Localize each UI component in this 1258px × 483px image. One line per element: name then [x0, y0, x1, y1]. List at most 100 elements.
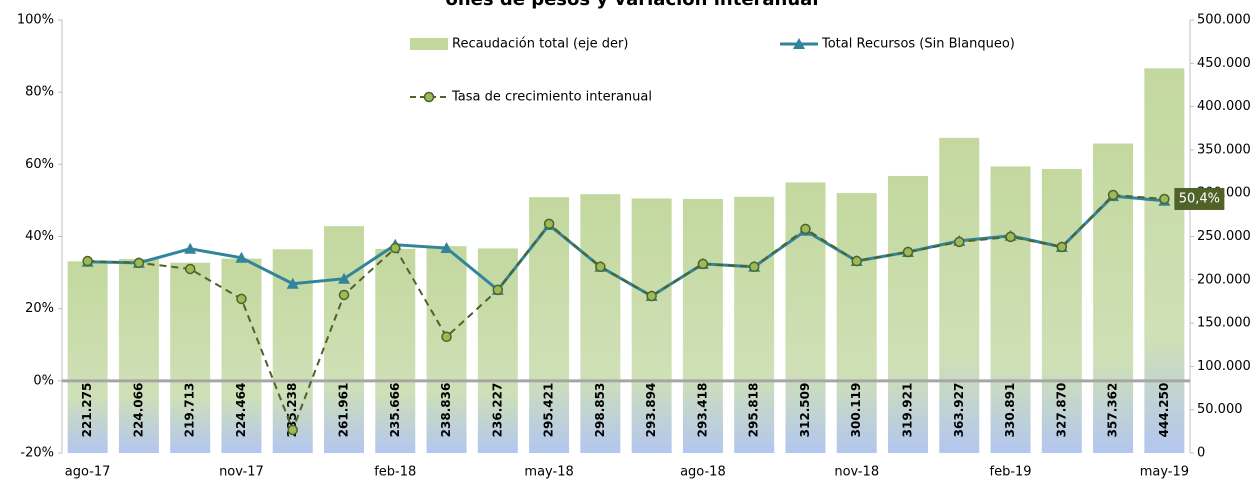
y-tick-label: -20%	[20, 446, 54, 461]
y-tick-label: 100%	[17, 13, 54, 28]
y-tick-label: 80%	[25, 85, 54, 100]
bar-value-label: 224.066	[131, 383, 145, 438]
marker	[390, 242, 401, 254]
y2-tick-label: 50.000	[1197, 402, 1243, 417]
bar-value-label: 357.362	[1106, 383, 1120, 438]
bar-value-label: 261.961	[337, 383, 351, 438]
y2-tick-label: 0	[1197, 446, 1205, 461]
bar-value-label: 224.464	[234, 383, 248, 438]
marker	[748, 261, 760, 273]
bar	[426, 246, 467, 453]
bar	[118, 258, 159, 453]
marker	[697, 258, 709, 270]
marker	[441, 331, 452, 343]
x-tick-label: ago-17	[65, 465, 111, 480]
legend-marker	[423, 91, 435, 103]
bar-value-label: 327.870	[1054, 383, 1068, 438]
bar-value-label: 236.227	[490, 383, 504, 438]
marker	[954, 236, 965, 248]
bar-value-label: 293.418	[695, 383, 709, 438]
marker	[1159, 193, 1170, 205]
marker	[133, 257, 145, 269]
y2-tick-label: 250.000	[1197, 229, 1251, 244]
bar-value-label: 300.119	[849, 383, 863, 438]
marker	[492, 284, 504, 296]
legend-label: Recaudación total (eje der)	[452, 37, 628, 52]
chart-title: ones de pesos y variación interanual	[445, 0, 818, 10]
y-tick-label: 60%	[25, 157, 54, 172]
y2-tick-label: 200.000	[1197, 272, 1251, 287]
marker	[902, 246, 914, 258]
bar	[1041, 169, 1082, 453]
bar	[631, 198, 672, 453]
data-label-box	[1174, 187, 1225, 210]
y2-tick-label: 500.000	[1197, 13, 1251, 28]
bar	[324, 226, 364, 453]
legend-label: Total Recursos (Sin Blanqueo)	[821, 37, 1015, 52]
bar-value-label: 235.666	[388, 383, 402, 438]
bar-value-label: 295.421	[542, 383, 556, 438]
bar	[734, 196, 775, 454]
legend-swatch	[410, 38, 448, 50]
bar	[836, 193, 877, 454]
x-tick-label: feb-18	[374, 465, 416, 480]
x-tick-label: may-19	[1140, 465, 1189, 480]
bar-value-label: 219.713	[183, 383, 197, 438]
bar-value-label: 363.927	[952, 383, 966, 438]
y-tick-label: 0%	[33, 373, 54, 388]
bar	[682, 198, 723, 453]
y-tick-label: 40%	[25, 229, 54, 244]
marker	[851, 255, 862, 267]
marker	[1056, 241, 1068, 253]
marker	[440, 242, 453, 254]
marker	[800, 223, 811, 235]
legend-marker	[793, 38, 805, 49]
bar	[990, 166, 1031, 453]
y-tick-label: 20%	[25, 301, 54, 316]
marker	[82, 255, 93, 267]
marker	[287, 424, 298, 436]
marker	[236, 293, 247, 305]
bar	[1144, 68, 1185, 453]
bar	[477, 248, 518, 453]
y2-tick-label: 450.000	[1197, 56, 1251, 71]
y2-tick-label: 350.000	[1197, 142, 1251, 157]
bar-value-label: 221.275	[80, 383, 94, 438]
data-label: 50,4%	[1179, 191, 1220, 206]
bar	[170, 262, 211, 453]
line	[87, 193, 1165, 433]
bar	[888, 175, 928, 453]
bar	[580, 194, 621, 453]
marker	[235, 251, 248, 263]
bar-value-label: 235.238	[285, 383, 299, 438]
marker	[338, 289, 350, 301]
legend-label: Tasa de crecimiento interanual	[451, 90, 652, 105]
marker	[595, 261, 606, 273]
marker	[543, 218, 555, 230]
marker	[338, 272, 350, 284]
x-tick-label: may-18	[524, 465, 573, 480]
y2-tick-label: 100.000	[1197, 359, 1251, 374]
marker	[646, 290, 657, 302]
bar-value-label: 295.818	[747, 383, 761, 438]
bar-value-label: 319.921	[901, 383, 915, 438]
marker	[184, 242, 197, 254]
marker	[286, 277, 299, 289]
x-tick-label: nov-18	[834, 465, 879, 480]
bar-value-label: 298.853	[593, 383, 607, 438]
x-tick-label: ago-18	[680, 465, 726, 480]
marker	[184, 263, 196, 275]
bar-value-label: 330.891	[1003, 383, 1017, 438]
x-tick-label: feb-19	[990, 465, 1032, 480]
bar	[375, 248, 416, 453]
marker	[1107, 189, 1119, 201]
bar	[67, 261, 108, 453]
bar	[939, 137, 980, 453]
y2-tick-label: 150.000	[1197, 316, 1251, 331]
marker	[1005, 231, 1016, 243]
x-tick-label: nov-17	[219, 465, 264, 480]
y2-tick-label: 400.000	[1197, 99, 1251, 114]
bar-value-label: 444.250	[1157, 383, 1171, 438]
bar-value-label: 293.894	[644, 383, 658, 438]
